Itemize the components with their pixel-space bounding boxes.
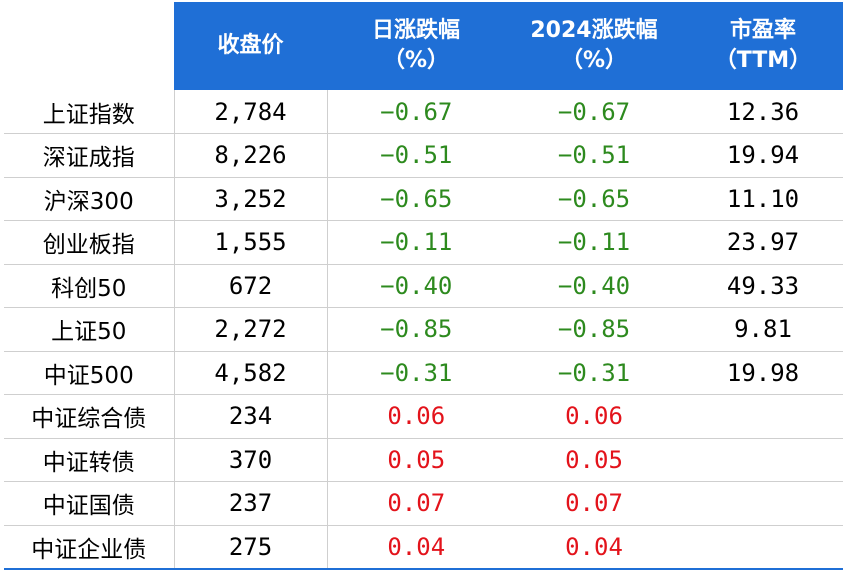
ytd-change-cell: 0.06: [505, 394, 683, 439]
daily-change-cell: −0.67: [327, 90, 505, 134]
index-name-cell: 上证50: [4, 307, 175, 352]
pe-ratio-cell: 23.97: [683, 220, 843, 265]
ytd-change-cell: −0.31: [505, 351, 683, 395]
ytd-change-cell: −0.40: [505, 264, 683, 308]
ytd-change-cell: −0.65: [505, 177, 683, 221]
pe-ratio-cell: [683, 394, 843, 439]
header-daily-unit: （%）: [382, 48, 450, 73]
close-price-cell: 672: [174, 264, 328, 308]
close-price-cell: 275: [174, 525, 328, 570]
ytd-change-cell: 0.04: [505, 525, 683, 570]
pe-ratio-cell: 19.94: [683, 133, 843, 178]
daily-change-cell: 0.06: [327, 394, 505, 439]
market-index-table: 收盘价 日涨跌幅 （%） 2024涨跌幅 （%） 市盈率 （TTM） 上证指数 2…: [4, 2, 843, 570]
daily-change-cell: −0.40: [327, 264, 505, 308]
table-row: 上证指数 2,784 −0.67 −0.67 12.36: [4, 90, 843, 134]
close-price-cell: 4,582: [174, 351, 328, 395]
close-price-cell: 370: [174, 438, 328, 482]
close-price-cell: 234: [174, 394, 328, 439]
header-daily-label: 日涨跌幅: [371, 18, 460, 43]
header-name-cell: [4, 2, 174, 90]
daily-change-cell: 0.05: [327, 438, 505, 482]
daily-change-cell: −0.31: [327, 351, 505, 395]
table-row: 科创50 672 −0.40 −0.40 49.33: [4, 264, 843, 308]
index-name-cell: 中证500: [4, 351, 175, 395]
table-row: 中证综合债 234 0.06 0.06: [4, 394, 843, 439]
index-name-cell: 中证转债: [4, 438, 175, 482]
ytd-change-cell: −0.51: [505, 133, 683, 178]
table-row: 中证转债 370 0.05 0.05: [4, 438, 843, 482]
index-name-cell: 创业板指: [4, 220, 175, 265]
pe-ratio-cell: [683, 481, 843, 526]
table-row: 创业板指 1,555 −0.11 −0.11 23.97: [4, 220, 843, 265]
index-name-cell: 中证综合债: [4, 394, 175, 439]
close-price-cell: 2,784: [174, 90, 328, 134]
header-pe-label: 市盈率: [729, 18, 796, 43]
header-pe-unit: （TTM）: [714, 48, 812, 73]
pe-ratio-cell: 12.36: [683, 90, 843, 134]
daily-change-cell: −0.51: [327, 133, 505, 178]
table-header-row: 收盘价 日涨跌幅 （%） 2024涨跌幅 （%） 市盈率 （TTM）: [4, 2, 843, 90]
pe-ratio-cell: 11.10: [683, 177, 843, 221]
close-price-cell: 2,272: [174, 307, 328, 352]
daily-change-cell: −0.85: [327, 307, 505, 352]
index-name-cell: 中证企业债: [4, 525, 175, 570]
index-name-cell: 中证国债: [4, 481, 175, 526]
daily-change-cell: 0.07: [327, 481, 505, 526]
header-daily-change: 日涨跌幅 （%）: [327, 2, 505, 90]
index-name-cell: 沪深300: [4, 177, 175, 221]
index-name-cell: 深证成指: [4, 133, 175, 178]
close-price-cell: 1,555: [174, 220, 328, 265]
header-ytd-change: 2024涨跌幅 （%）: [505, 2, 683, 90]
daily-change-cell: −0.11: [327, 220, 505, 265]
ytd-change-cell: −0.85: [505, 307, 683, 352]
close-price-cell: 237: [174, 481, 328, 526]
header-close-label: 收盘价: [217, 33, 284, 58]
close-price-cell: 8,226: [174, 133, 328, 178]
table-row: 深证成指 8,226 −0.51 −0.51 19.94: [4, 133, 843, 178]
table-row: 中证国债 237 0.07 0.07: [4, 481, 843, 526]
header-ytd-label: 2024涨跌幅: [530, 18, 658, 43]
daily-change-cell: 0.04: [327, 525, 505, 570]
pe-ratio-cell: [683, 438, 843, 482]
pe-ratio-cell: 9.81: [683, 307, 843, 352]
table-row: 中证500 4,582 −0.31 −0.31 19.98: [4, 351, 843, 395]
daily-change-cell: −0.65: [327, 177, 505, 221]
header-pe-ratio: 市盈率 （TTM）: [683, 2, 843, 90]
table-row: 沪深300 3,252 −0.65 −0.65 11.10: [4, 177, 843, 221]
header-close-price: 收盘价: [174, 2, 327, 90]
index-name-cell: 科创50: [4, 264, 175, 308]
table-row: 中证企业债 275 0.04 0.04: [4, 525, 843, 570]
index-name-cell: 上证指数: [4, 90, 175, 134]
pe-ratio-cell: 49.33: [683, 264, 843, 308]
header-ytd-unit: （%）: [560, 48, 628, 73]
ytd-change-cell: −0.11: [505, 220, 683, 265]
ytd-change-cell: −0.67: [505, 90, 683, 134]
pe-ratio-cell: 19.98: [683, 351, 843, 395]
close-price-cell: 3,252: [174, 177, 328, 221]
ytd-change-cell: 0.05: [505, 438, 683, 482]
pe-ratio-cell: [683, 525, 843, 570]
table-row: 上证50 2,272 −0.85 −0.85 9.81: [4, 307, 843, 352]
ytd-change-cell: 0.07: [505, 481, 683, 526]
